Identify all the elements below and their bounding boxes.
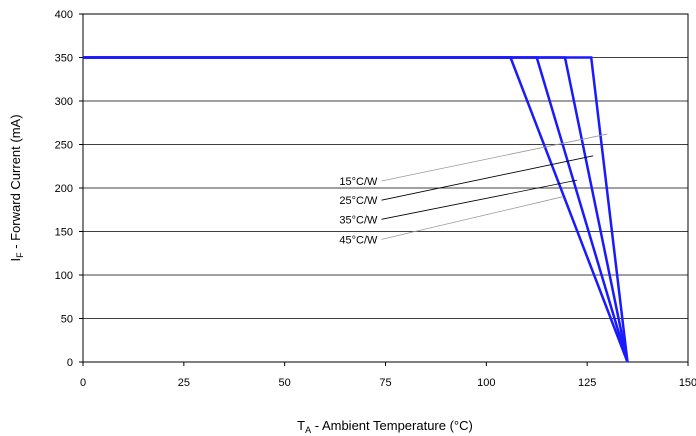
x-tick-label: 150 <box>679 377 696 389</box>
x-tick-label: 125 <box>578 377 596 389</box>
x-tick-label: 0 <box>80 377 86 389</box>
series-annotation-label: 35°C/W <box>339 214 378 226</box>
series-annotation-label: 45°C/W <box>339 234 378 246</box>
data-series <box>83 56 629 363</box>
x-tick-label: 100 <box>477 377 495 389</box>
y-tick-label: 350 <box>55 53 73 65</box>
y-tick-label: 400 <box>55 9 73 21</box>
y-tick-label: 100 <box>55 270 73 282</box>
x-axis-label-main: T <box>297 418 305 433</box>
annotation-leader-line <box>381 179 578 220</box>
y-tick-label: 200 <box>55 183 73 195</box>
x-tick-label: 75 <box>379 377 391 389</box>
series-line <box>83 56 629 363</box>
y-axis-label-rest: - Forward Current (mA) <box>8 114 23 252</box>
annotation-leader-line <box>381 196 564 240</box>
series-annotation-label: 25°C/W <box>339 195 378 207</box>
gridlines <box>83 13 688 363</box>
y-tick-label: 50 <box>61 314 73 326</box>
y-axis-label-sub: F <box>15 252 25 258</box>
series-line <box>83 56 629 363</box>
x-axis-label-rest: - Ambient Temperature (°C) <box>311 418 473 433</box>
y-tick-label: 300 <box>55 96 73 108</box>
series-annotations: 15°C/W 25°C/W 35°C/W 45°C/W <box>339 133 608 246</box>
y-axis-label: IF - Forward Current (mA) <box>8 114 25 261</box>
axis-ticks: 0 50 100 150 200 250 300 350 400 0 25 50 75 100 125 150 <box>55 9 696 389</box>
annotation-leader-line <box>381 133 608 182</box>
series-line <box>83 56 629 363</box>
series-line <box>83 56 629 363</box>
series-annotation-label: 15°C/W <box>339 176 378 188</box>
annotation-leader-line <box>381 155 594 201</box>
x-axis-label: TA - Ambient Temperature (°C) <box>297 418 473 435</box>
x-tick-label: 25 <box>178 377 190 389</box>
y-tick-label: 250 <box>55 140 73 152</box>
y-tick-label: 150 <box>55 227 73 239</box>
x-tick-label: 50 <box>279 377 291 389</box>
y-tick-label: 0 <box>67 357 73 369</box>
x-axis-label-sub: A <box>305 425 311 435</box>
y-axis-label-main: I <box>8 258 23 262</box>
